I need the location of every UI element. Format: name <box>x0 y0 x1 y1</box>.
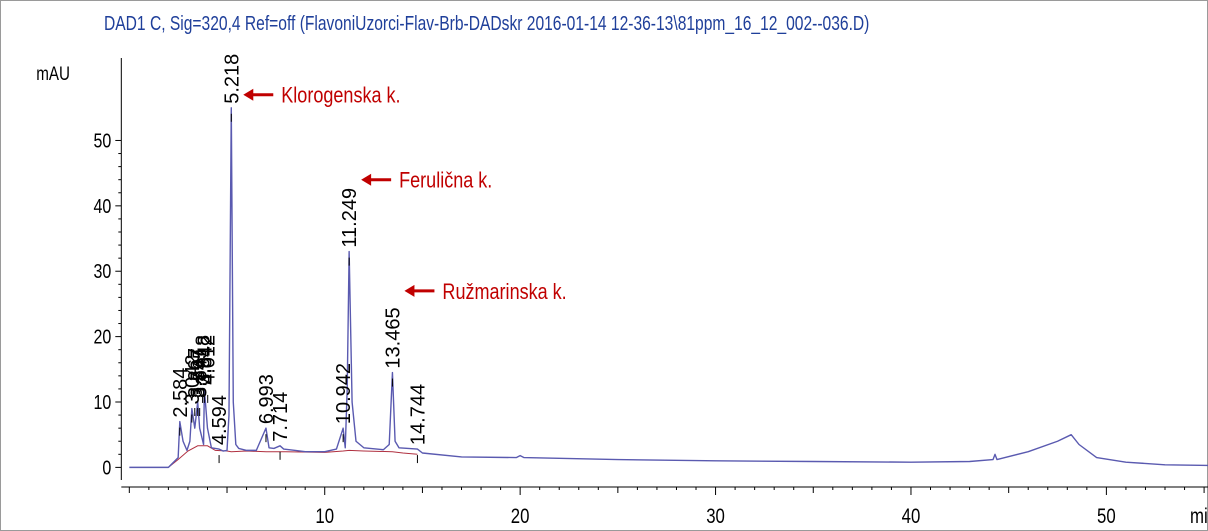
peak-label: 3.597 <box>188 348 210 398</box>
y-tick-label: 50 <box>94 130 112 152</box>
y-tick-label: 20 <box>94 326 112 348</box>
x-tick-label: 50 <box>1097 505 1116 528</box>
annotation-label: Ferulična k. <box>399 169 492 193</box>
compound-annotations: Klorogenska k. Ferulična k. Ružmarinska k. <box>243 84 567 304</box>
peak-label: 10.942 <box>333 363 355 424</box>
peak-label: 3.267 <box>185 348 207 398</box>
axes: 0 10 20 30 40 50 mAU 10 20 30 40 50 min <box>36 58 1208 529</box>
x-tick-label: 10 <box>315 505 334 528</box>
x-tick-label: 30 <box>706 505 725 528</box>
x-tick-label: 20 <box>511 505 530 528</box>
peak-label: 3.842 <box>194 335 216 385</box>
peak-label: 3.918 <box>193 335 215 385</box>
annotation-0: Klorogenska k. <box>243 84 401 108</box>
peak-label: 14.744 <box>407 384 429 445</box>
y-tick-label: 30 <box>94 261 112 283</box>
peak-labels: 2.5843.0423.2673.5973.8453.9183.8424.012… <box>170 54 429 464</box>
y-tick-label: 0 <box>102 457 111 479</box>
arrow-head-icon <box>243 88 254 101</box>
peak-label: 13.465 <box>382 307 404 368</box>
y-tick-label: 40 <box>94 195 112 217</box>
x-axis-label: min <box>1190 505 1208 528</box>
annotation-1: Ferulična k. <box>361 169 492 193</box>
peak-label: 3.845 <box>190 348 212 398</box>
peak-label: 11.249 <box>339 188 361 248</box>
y-axis-label: mAU <box>36 62 70 84</box>
signal-line <box>129 107 1208 469</box>
peak-label: 3.042 <box>182 354 204 404</box>
signal-trace <box>129 107 1208 469</box>
arrow-head-icon <box>404 284 415 297</box>
peak-label: 7.714 <box>270 392 292 442</box>
x-tick-label: 40 <box>902 505 921 528</box>
integration-baseline <box>168 445 418 468</box>
annotation-label: Klorogenska k. <box>281 84 400 108</box>
peak-label: 6.993 <box>256 374 278 424</box>
peak-label: 2.584 <box>170 368 192 418</box>
baseline-line <box>168 445 418 468</box>
peak-label: 4.012 <box>198 335 220 385</box>
annotation-label: Ružmarinska k. <box>442 280 566 304</box>
annotation-2: Ružmarinska k. <box>404 280 567 304</box>
peak-label: 4.594 <box>209 395 231 445</box>
chart-title: DAD1 C, Sig=320,4 Ref=off (FlavoniUzorci… <box>104 13 870 35</box>
y-tick-label: 10 <box>94 391 112 413</box>
arrow-head-icon <box>361 173 372 186</box>
peak-label: 5.218 <box>221 54 243 104</box>
